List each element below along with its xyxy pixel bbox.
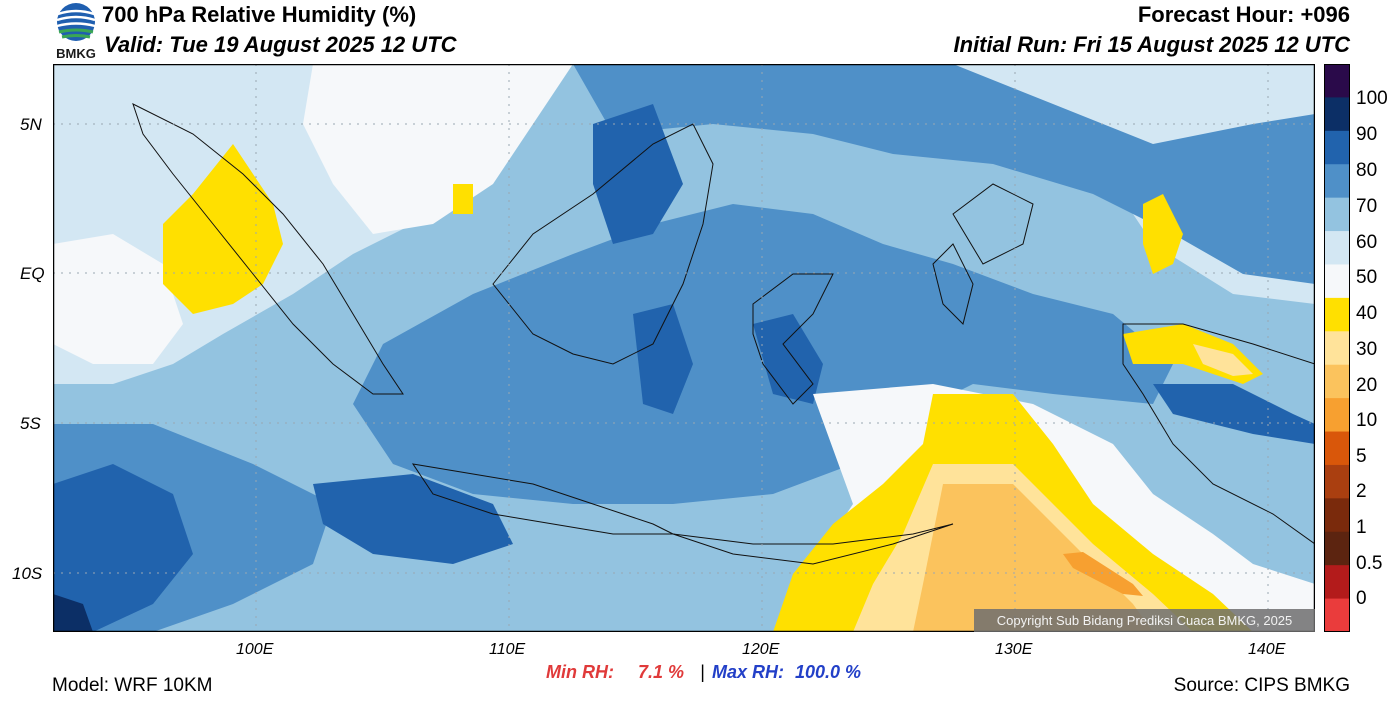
rh-field-30-40-sumatra bbox=[163, 144, 283, 314]
colorbar-swatch bbox=[1324, 197, 1350, 232]
map-frame bbox=[53, 64, 1315, 632]
colorbar-label-50: 50 bbox=[1356, 267, 1378, 288]
colorbar-swatch bbox=[1324, 231, 1350, 265]
colorbar-swatch bbox=[1324, 97, 1350, 132]
rh-field-30-40-pacific bbox=[1143, 194, 1183, 274]
coast-mindanao bbox=[952, 183, 1034, 265]
colorbar-swatch bbox=[1324, 364, 1350, 399]
coast-nusa-tenggara bbox=[672, 523, 954, 565]
colorbar-label-30: 30 bbox=[1356, 339, 1378, 360]
lon-label-130e: 130E bbox=[995, 641, 1033, 658]
lat-label-eq: EQ bbox=[20, 264, 45, 283]
valid-time: Valid: Tue 19 August 2025 12 UTC bbox=[104, 32, 457, 57]
colorbar-swatch bbox=[1324, 531, 1350, 566]
rh-field-80-90-sulawesi2 bbox=[753, 314, 823, 404]
colorbar-swatch bbox=[1324, 498, 1350, 533]
coast-sulawesi bbox=[752, 273, 834, 405]
coast-papua bbox=[1122, 323, 1315, 545]
rh-field-10-20-southeast bbox=[913, 484, 1153, 632]
colorbar bbox=[1324, 64, 1350, 632]
lon-label-120e: 120E bbox=[742, 641, 780, 658]
colorbar-label-100: 100 bbox=[1356, 88, 1388, 109]
rh-field-70-80-north-sea bbox=[573, 64, 1315, 284]
rh-field-80-90-sulawesi bbox=[633, 304, 693, 414]
rh-field-80-90-java bbox=[313, 474, 513, 564]
rh-field-80-90-sw bbox=[53, 464, 193, 632]
colorbar-label-20: 20 bbox=[1356, 375, 1378, 396]
colorbar-label-40: 40 bbox=[1356, 303, 1378, 324]
humidity-map bbox=[53, 64, 1315, 632]
colorbar-label-2: 2 bbox=[1356, 481, 1367, 502]
colorbar-label-10: 10 bbox=[1356, 410, 1378, 431]
colorbar-label-5: 5 bbox=[1356, 446, 1367, 467]
min-rh-value: 7.1 % bbox=[638, 662, 685, 682]
max-rh-value: 100.0 % bbox=[795, 662, 862, 682]
lon-label-110e: 110E bbox=[489, 641, 526, 658]
rh-field-5-10-band bbox=[1063, 552, 1143, 596]
colorbar-label-0: 0 bbox=[1356, 588, 1367, 609]
rh-field-90-100-corner bbox=[53, 594, 93, 632]
forecast-hour: Forecast Hour: +096 bbox=[1137, 2, 1350, 27]
colorbar-swatch bbox=[1324, 398, 1350, 433]
colorbar-label-1: 1 bbox=[1356, 517, 1367, 538]
coast-sumatra bbox=[132, 103, 404, 395]
colorbar-swatch bbox=[1324, 598, 1350, 632]
colorbar-swatch bbox=[1324, 164, 1350, 199]
lon-label-100e: 100E bbox=[236, 641, 274, 658]
colorbar-swatch bbox=[1324, 565, 1350, 600]
coast-maluku bbox=[932, 243, 974, 325]
colorbar-label-70: 70 bbox=[1356, 196, 1378, 217]
rh-field-80-90-borneo bbox=[593, 104, 683, 244]
bmkg-logo: BMKG bbox=[56, 3, 96, 60]
stats-separator: | bbox=[700, 662, 705, 682]
colorbar-swatch bbox=[1324, 431, 1350, 466]
source-label: Source: CIPS BMKG bbox=[1173, 675, 1350, 696]
rh-field-80-90-papua bbox=[1153, 384, 1315, 444]
lat-label-10s: 10S bbox=[12, 564, 43, 583]
coast-borneo bbox=[492, 123, 714, 365]
colorbar-swatch bbox=[1324, 130, 1350, 165]
logo-text: BMKG bbox=[56, 46, 96, 60]
lat-label-5n: 5N bbox=[20, 115, 42, 134]
copyright-banner: Copyright Sub Bidang Prediksi Cuaca BMKG… bbox=[974, 609, 1315, 632]
max-rh-label: Max RH: bbox=[712, 662, 785, 682]
colorbar-swatch bbox=[1324, 264, 1350, 299]
colorbar-swatch bbox=[1324, 297, 1350, 332]
chart-title: 700 hPa Relative Humidity (%) bbox=[102, 2, 417, 27]
colorbar-swatch bbox=[1324, 331, 1350, 366]
colorbar-swatch bbox=[1324, 464, 1350, 499]
colorbar-swatch bbox=[1324, 64, 1350, 98]
initial-run: Initial Run: Fri 15 August 2025 12 UTC bbox=[953, 32, 1350, 57]
model-label: Model: WRF 10KM bbox=[52, 675, 213, 696]
rh-field-30-40-borneo bbox=[453, 184, 473, 214]
colorbar-label-60: 60 bbox=[1356, 232, 1378, 253]
colorbar-label-0-5: 0.5 bbox=[1356, 553, 1383, 574]
min-rh-label: Min RH: bbox=[546, 662, 614, 682]
rh-field-20-30-papua bbox=[1193, 344, 1253, 376]
rh-field-40-50-west bbox=[53, 234, 183, 364]
colorbar-label-80: 80 bbox=[1356, 160, 1378, 181]
colorbar-label-90: 90 bbox=[1356, 124, 1378, 145]
lon-label-140e: 140E bbox=[1248, 641, 1286, 658]
lat-label-5s: 5S bbox=[20, 414, 41, 433]
rh-field-40-50-borneo-north bbox=[303, 64, 573, 234]
